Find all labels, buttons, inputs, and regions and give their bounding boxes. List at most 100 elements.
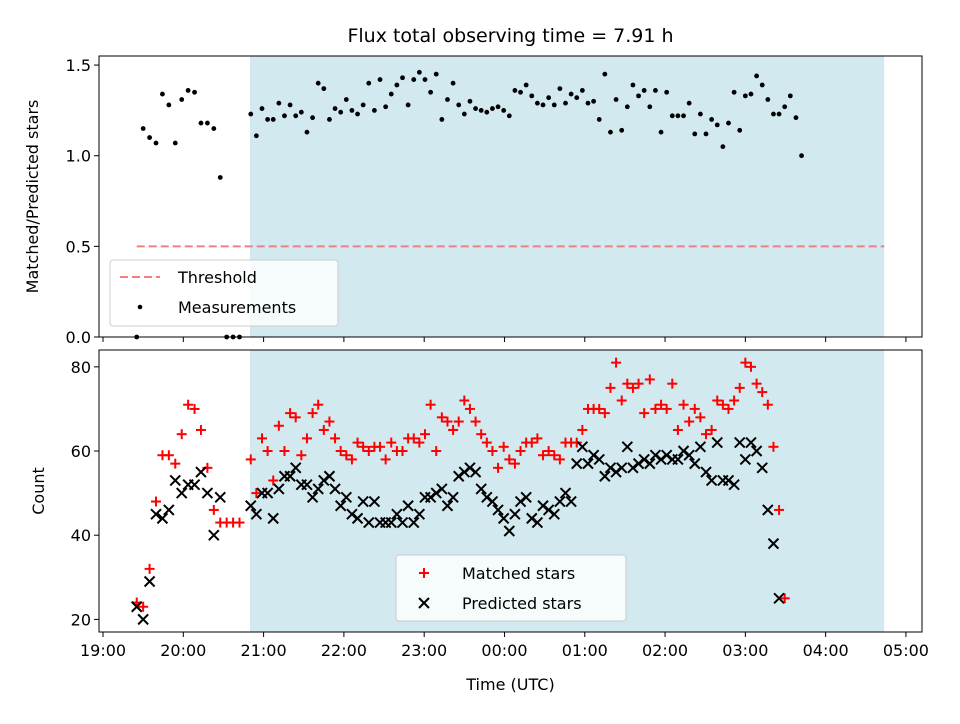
predicted-stars-point — [683, 449, 695, 461]
matched-stars-point — [324, 416, 335, 427]
ratio-y-ticks: 0.0 0.5 1.0 1.5 — [66, 56, 99, 347]
cross-stroke — [385, 516, 397, 529]
matched-stars-point — [301, 433, 312, 444]
predicted-stars-point — [306, 491, 319, 504]
cross-stroke — [486, 495, 499, 508]
predicted-stars-point — [368, 495, 381, 508]
measurement-point — [439, 117, 445, 122]
measurement-point — [619, 127, 625, 133]
predicted-stars-point — [188, 478, 201, 491]
matched-stars-point — [532, 433, 543, 444]
matched-stars-legend-swatch — [419, 568, 429, 578]
predicted-stars-point — [762, 504, 774, 516]
measurement-point — [473, 106, 478, 111]
cross-stroke — [306, 491, 319, 504]
legend-plus-marker — [419, 568, 429, 578]
measurement-point — [315, 80, 321, 86]
predicted-stars-point — [767, 537, 780, 550]
measurement-point — [540, 102, 546, 108]
predicted-stars-point — [531, 516, 544, 529]
measurement-point — [608, 129, 613, 135]
x-tick-label: 22:00 — [321, 641, 367, 660]
count-x-ticks: 19:00 20:00 21:00 22:00 23:00 00:00 01:00 02:00… — [80, 632, 929, 660]
count-panel-frame — [98, 349, 923, 633]
measurement-point — [793, 115, 799, 121]
measurement-point — [636, 93, 641, 99]
measurement-point — [568, 91, 574, 97]
predicted-stars-point — [621, 441, 634, 453]
y-tick-label: 20 — [71, 610, 91, 629]
matched-stars-point — [279, 446, 290, 457]
cross-stroke — [284, 470, 296, 482]
count-y-ticks: 20 40 60 80 — [71, 358, 99, 629]
matched-stars-point — [594, 403, 605, 414]
cross-stroke — [351, 512, 364, 525]
matched-stars-point — [419, 429, 430, 440]
matched-stars-point — [425, 399, 436, 410]
matched-stars-point — [245, 454, 256, 465]
predicted-stars-point — [728, 478, 740, 491]
predicted-stars-point — [357, 495, 369, 508]
cross-stroke — [593, 453, 605, 466]
predicted-stars-point — [137, 613, 149, 626]
matched-stars-point — [234, 517, 245, 528]
matched-stars-point — [706, 424, 717, 435]
matched-stars-point — [554, 454, 565, 465]
measurement-point — [776, 111, 782, 117]
measurement-point — [366, 80, 372, 86]
predicted-stars-point — [565, 495, 577, 508]
count-legend-box — [395, 554, 627, 622]
predicted-stars-point — [175, 487, 188, 499]
matched-stars-point — [448, 424, 459, 435]
measurement-point — [416, 69, 422, 75]
x-tick-label: 20:00 — [160, 641, 206, 660]
cross-stroke — [582, 457, 594, 470]
measurement-point — [383, 104, 389, 110]
matched-stars-point — [605, 382, 616, 393]
matched-stars-point — [414, 437, 425, 448]
ratio-panel: 0.0 0.5 1.0 1.5 Flux total observing time =… — [23, 25, 923, 347]
predicted-stars-point — [385, 516, 397, 529]
predicted-stars-point — [340, 491, 353, 504]
measurement-point — [217, 175, 223, 180]
cross-stroke — [245, 500, 257, 512]
matched-stars-point — [346, 454, 357, 465]
predicted-stars-point — [571, 457, 583, 470]
predicted-stars-point — [486, 495, 499, 508]
cross-stroke — [700, 466, 712, 478]
cross-stroke — [357, 495, 369, 508]
x-tick-label: 21:00 — [241, 641, 287, 660]
measurement-point — [518, 89, 523, 95]
measurement-point — [771, 111, 776, 117]
matched-stars-legend-label: Matched stars — [462, 564, 575, 583]
measurement-point — [748, 91, 754, 97]
x-tick-label: 00:00 — [481, 641, 527, 660]
measurement-point — [287, 102, 293, 108]
matched-stars-point — [543, 446, 554, 457]
predicted-stars-point — [615, 462, 628, 474]
cross-stroke — [408, 516, 420, 529]
x-tick-label: 05:00 — [883, 641, 929, 660]
measurement-point — [298, 109, 304, 115]
predicted-stars-point — [509, 508, 521, 520]
matched-stars-point — [695, 412, 706, 423]
matched-stars-point — [487, 446, 498, 457]
predicted-stars-point — [694, 441, 707, 453]
matched-stars-point — [644, 374, 655, 385]
predicted-stars-point — [312, 483, 324, 495]
predicted-stars-point — [711, 436, 723, 449]
predicted-stars-point — [290, 462, 302, 474]
cross-stroke — [554, 495, 566, 508]
matched-stars-point — [380, 454, 391, 465]
predicted-stars-point — [559, 487, 572, 499]
cross-stroke — [290, 462, 302, 474]
cross-stroke — [131, 601, 143, 613]
cross-stroke — [745, 436, 757, 449]
measurement-point — [726, 120, 731, 126]
cross-stroke — [329, 483, 341, 495]
measurement-point — [456, 102, 462, 108]
predicted-stars-point — [396, 516, 409, 529]
measurement-point — [630, 82, 636, 88]
cross-stroke — [734, 436, 746, 449]
matched-stars-point — [151, 496, 162, 507]
